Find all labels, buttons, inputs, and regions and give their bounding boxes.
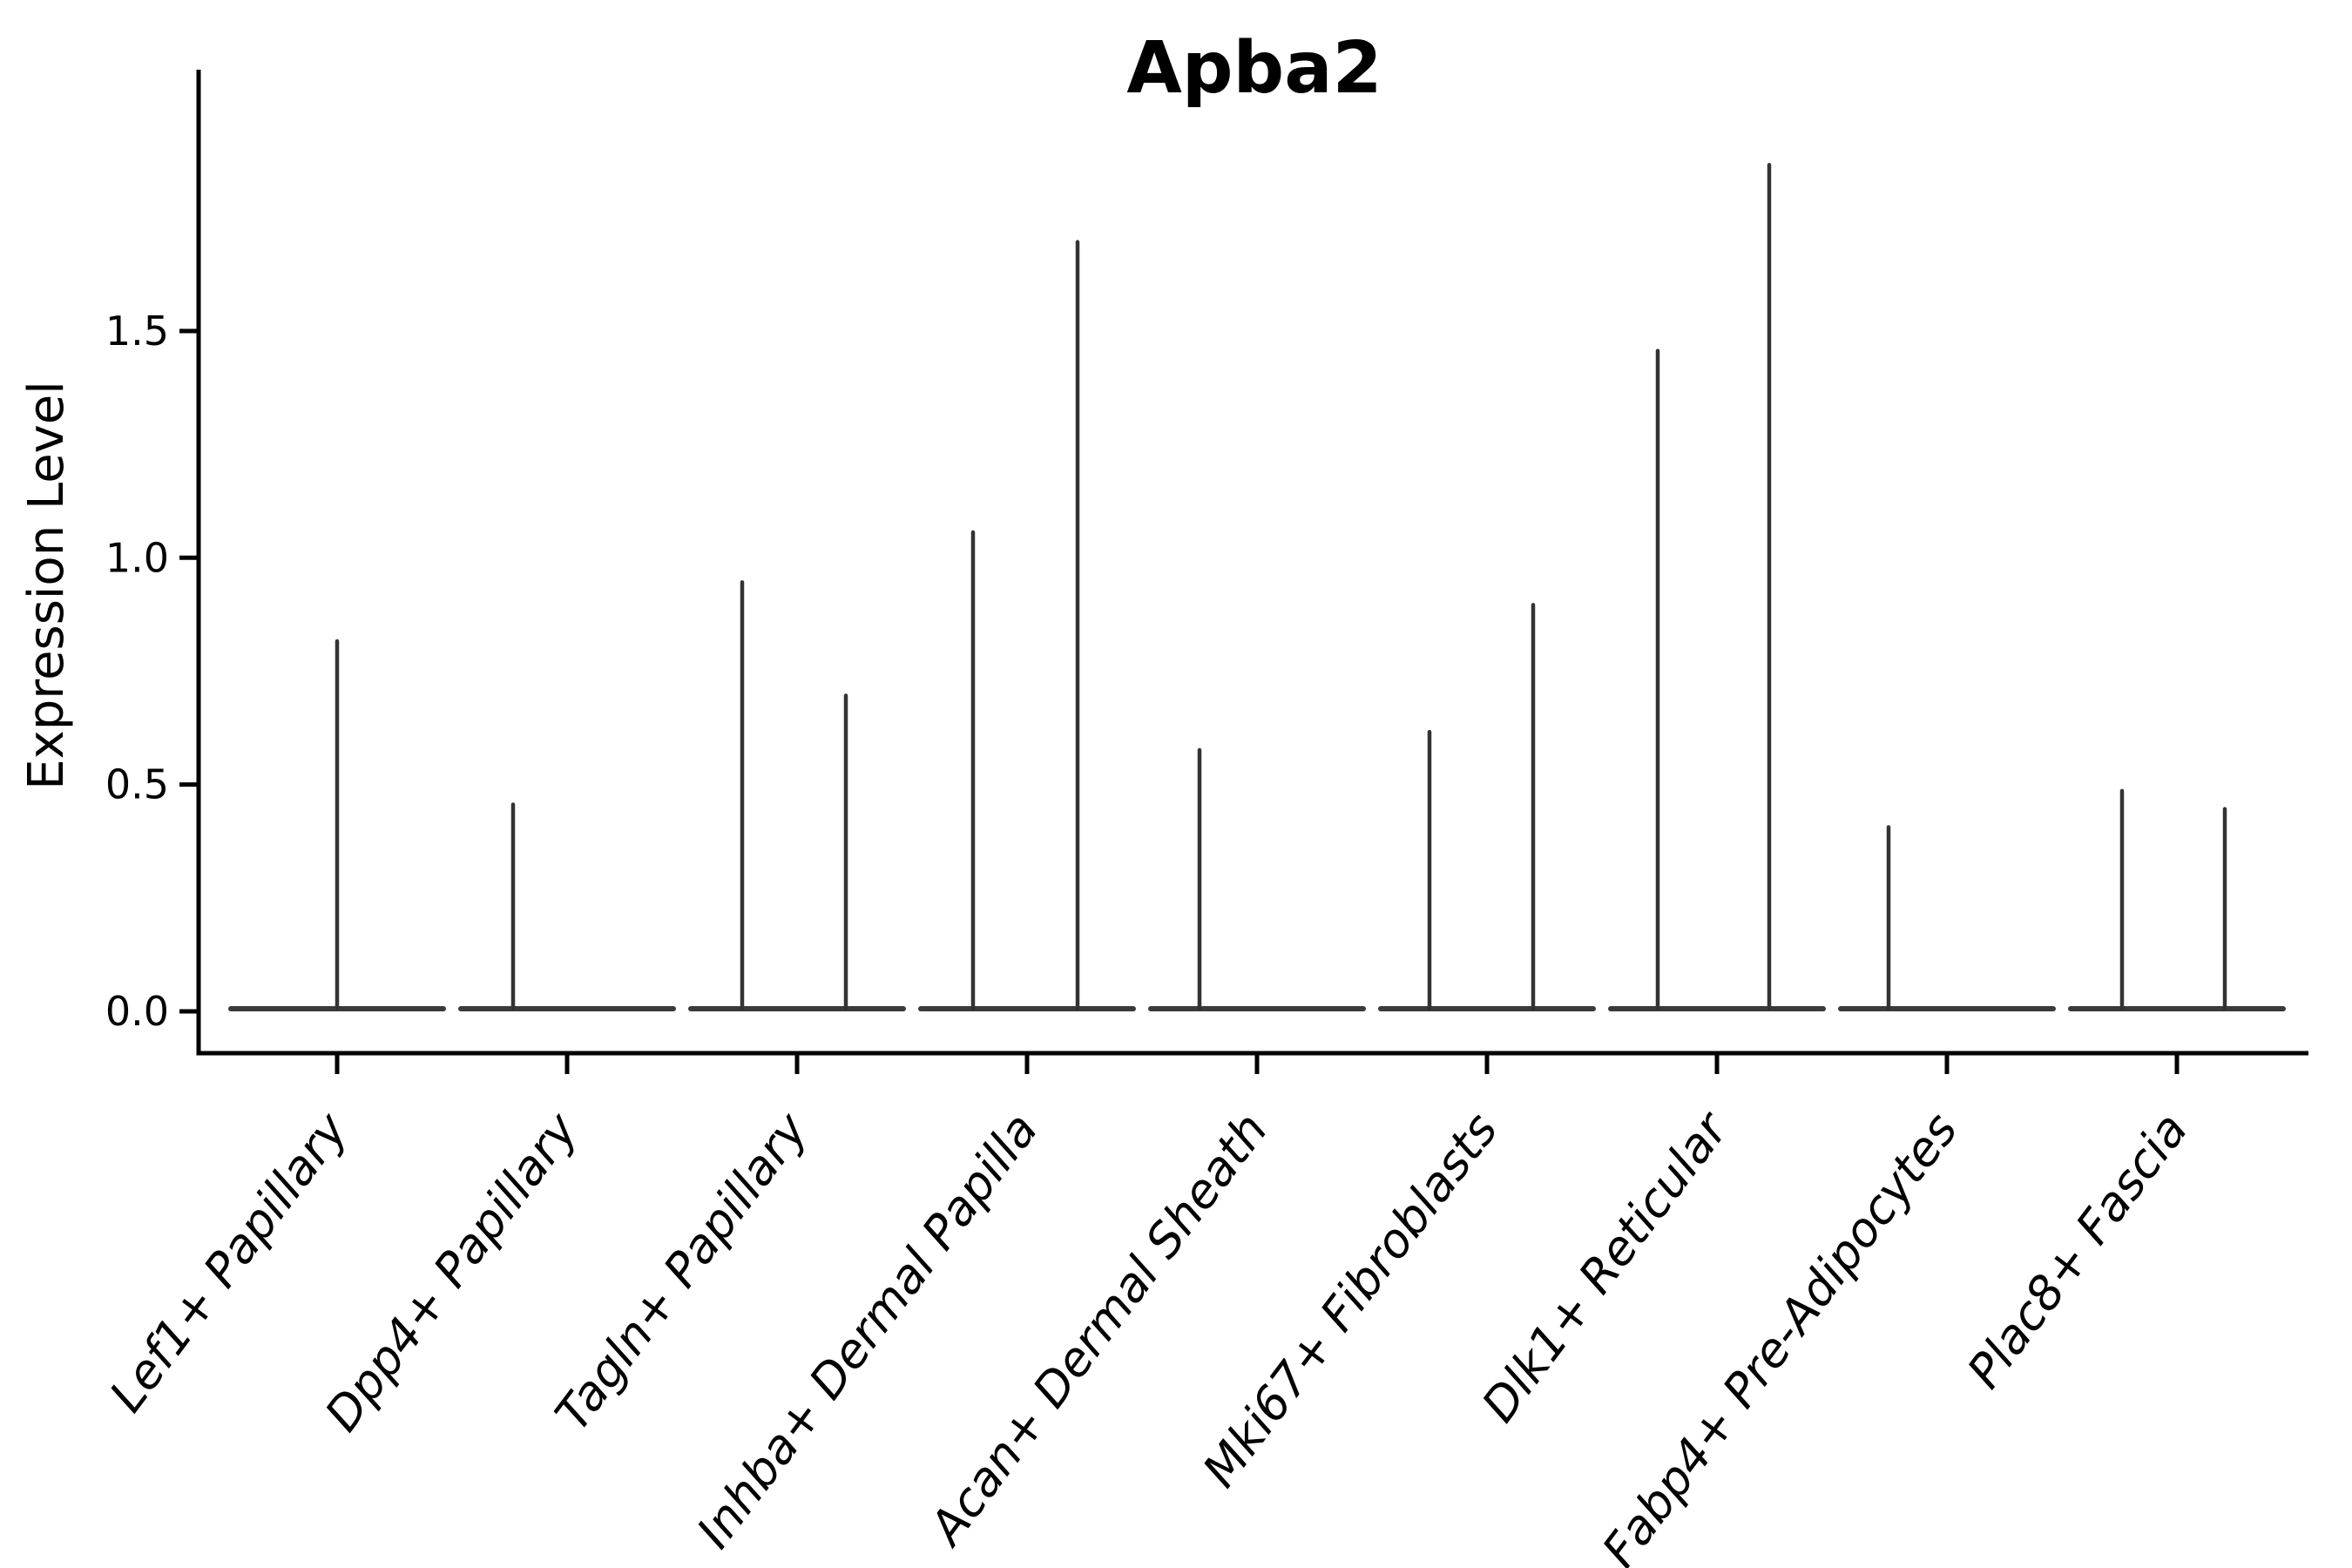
x-tick-label: Tagln+ Papillary xyxy=(544,1102,819,1441)
x-tick-label: Lef1+ Papillary xyxy=(99,1102,359,1422)
y-axis-label: Expression Level xyxy=(18,381,75,790)
y-tick-label: 0.5 xyxy=(105,761,169,808)
y-tick-label: 0.0 xyxy=(105,988,169,1035)
chart-title: Apba2 xyxy=(1126,27,1382,110)
y-tick-label: 1.5 xyxy=(105,308,169,355)
x-tick-label: Dpp4+ Papillary xyxy=(314,1102,589,1441)
x-tick-label: Dlk1+ Reticular xyxy=(1471,1101,1740,1432)
y-tick-label: 1.0 xyxy=(105,534,169,581)
x-tick-label: Plac8+ Fascia xyxy=(1957,1103,2198,1398)
